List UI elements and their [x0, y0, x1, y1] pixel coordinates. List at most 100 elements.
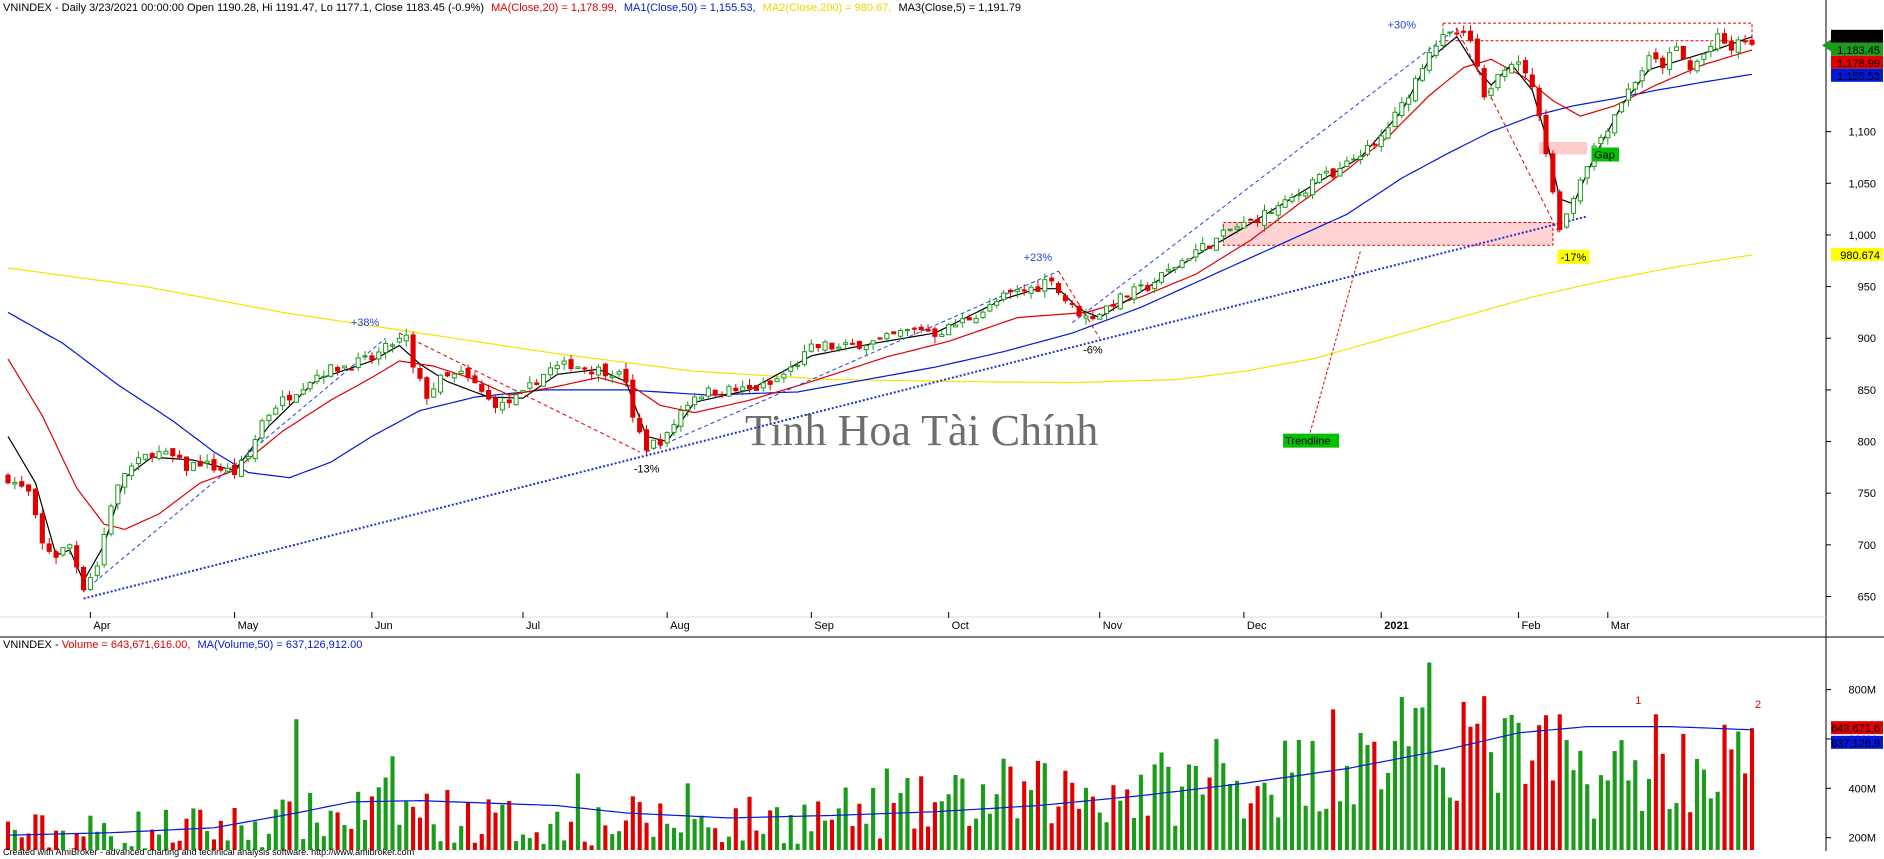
price-tick-label: 1,000	[1848, 230, 1876, 242]
volume-bar	[465, 802, 471, 850]
volume-bar	[706, 827, 711, 850]
volume-bar	[129, 846, 134, 850]
candle-body	[774, 378, 780, 383]
candle-body	[1014, 289, 1020, 292]
candle-body	[1728, 40, 1734, 51]
volume-bar	[823, 820, 828, 850]
price-tick-label: 750	[1858, 488, 1876, 500]
candle-body	[80, 566, 87, 591]
volume-bar	[1234, 780, 1240, 850]
candle-body	[1461, 30, 1467, 33]
candle-body	[1351, 158, 1357, 161]
price-tag: 1,191.79	[1837, 32, 1880, 44]
volume-bar	[726, 836, 731, 850]
candle-body	[568, 359, 574, 370]
candle-body	[1179, 260, 1185, 268]
candle-body	[74, 545, 80, 568]
volume-bar	[1077, 808, 1082, 850]
candle-body	[726, 385, 732, 397]
volume-bar	[836, 808, 841, 850]
date-tick-label: Jun	[375, 620, 393, 632]
volume-bar	[1063, 770, 1068, 850]
candle-body	[1337, 168, 1343, 177]
volume-bar	[157, 834, 162, 850]
volume-bar	[321, 836, 326, 850]
candle-body	[129, 465, 135, 477]
volume-bar	[644, 822, 649, 850]
candle-body	[177, 454, 183, 458]
volume-bar	[342, 825, 347, 850]
volume-bar	[493, 812, 498, 850]
date-tick-label: Mar	[1611, 620, 1630, 632]
candle-body	[630, 379, 636, 418]
volume-ma-line	[7, 725, 1753, 836]
candle-body	[1612, 114, 1618, 134]
candle-body	[115, 484, 121, 505]
candle-body	[1193, 249, 1199, 258]
volume-bar	[974, 818, 979, 850]
volume-bar	[1379, 789, 1384, 850]
candle-body	[1062, 295, 1068, 302]
candle-body	[925, 328, 931, 332]
volume-bar	[843, 787, 848, 850]
volume-bar	[1180, 786, 1185, 850]
volume-bar	[980, 784, 986, 850]
candle-body	[1653, 52, 1659, 60]
volume-bar	[575, 773, 580, 850]
pct-label: -6%	[1083, 345, 1103, 357]
volume-bar	[225, 840, 230, 850]
candle-body	[383, 343, 389, 353]
volume-bar	[1138, 774, 1143, 850]
candle-body	[1241, 221, 1247, 229]
volume-bar	[1749, 728, 1755, 850]
candle-body	[1742, 40, 1748, 43]
volume-bar	[1722, 724, 1727, 850]
candle-body	[300, 389, 306, 395]
candle-body	[170, 448, 176, 457]
candle-body	[1104, 305, 1110, 314]
volume-bar	[1131, 817, 1137, 850]
volume-bar	[1653, 714, 1658, 850]
volume-bar	[1386, 772, 1391, 850]
candle-body	[211, 459, 217, 471]
candle-body	[492, 397, 499, 408]
candle-body	[396, 337, 402, 343]
price-tag: 980.674	[1840, 250, 1880, 262]
candle-body	[1083, 315, 1089, 319]
candle-body	[1001, 292, 1007, 300]
red-correction-line	[399, 332, 640, 453]
volume-bar	[1399, 697, 1404, 850]
candle-body	[1399, 102, 1405, 116]
candle-body	[499, 401, 505, 411]
volume-bar	[1228, 783, 1233, 850]
volume-bar	[1296, 739, 1301, 850]
candle-body	[987, 304, 993, 312]
volume-bar	[548, 823, 553, 850]
long-trendline	[83, 215, 1588, 600]
price-tags: 1,191.791,183.451,178.991,155.53 980.674 6…	[1822, 29, 1883, 750]
volume-bar	[1255, 786, 1260, 850]
footer-credit: Created with AmiBroker - advanced charti…	[3, 847, 414, 857]
volume-bar	[871, 787, 876, 850]
candle-body	[760, 382, 766, 389]
volume-tick-label: 200M	[1848, 833, 1876, 845]
candle-body	[1536, 87, 1542, 117]
candle-body	[808, 343, 814, 352]
candle-body	[1282, 199, 1288, 208]
candle-body	[740, 386, 746, 392]
volume-bar	[884, 768, 889, 850]
volume-bar	[1427, 662, 1432, 850]
volume-bar	[1241, 818, 1246, 850]
axes: 1,100 1,050 1,000 950 900 850 800 750 700 650 Apr M…	[89, 127, 1876, 845]
volume-bar	[143, 848, 148, 850]
volume-bar	[1736, 731, 1741, 850]
candle-body	[595, 366, 602, 376]
volume-bar	[1029, 790, 1034, 850]
candle-body	[1598, 136, 1604, 145]
candle-body	[1042, 279, 1048, 292]
candle-body	[341, 365, 347, 369]
volume-bar	[953, 774, 958, 850]
volume-bar	[1289, 772, 1295, 850]
volume-bar	[630, 796, 635, 850]
candle-body	[1385, 127, 1391, 139]
